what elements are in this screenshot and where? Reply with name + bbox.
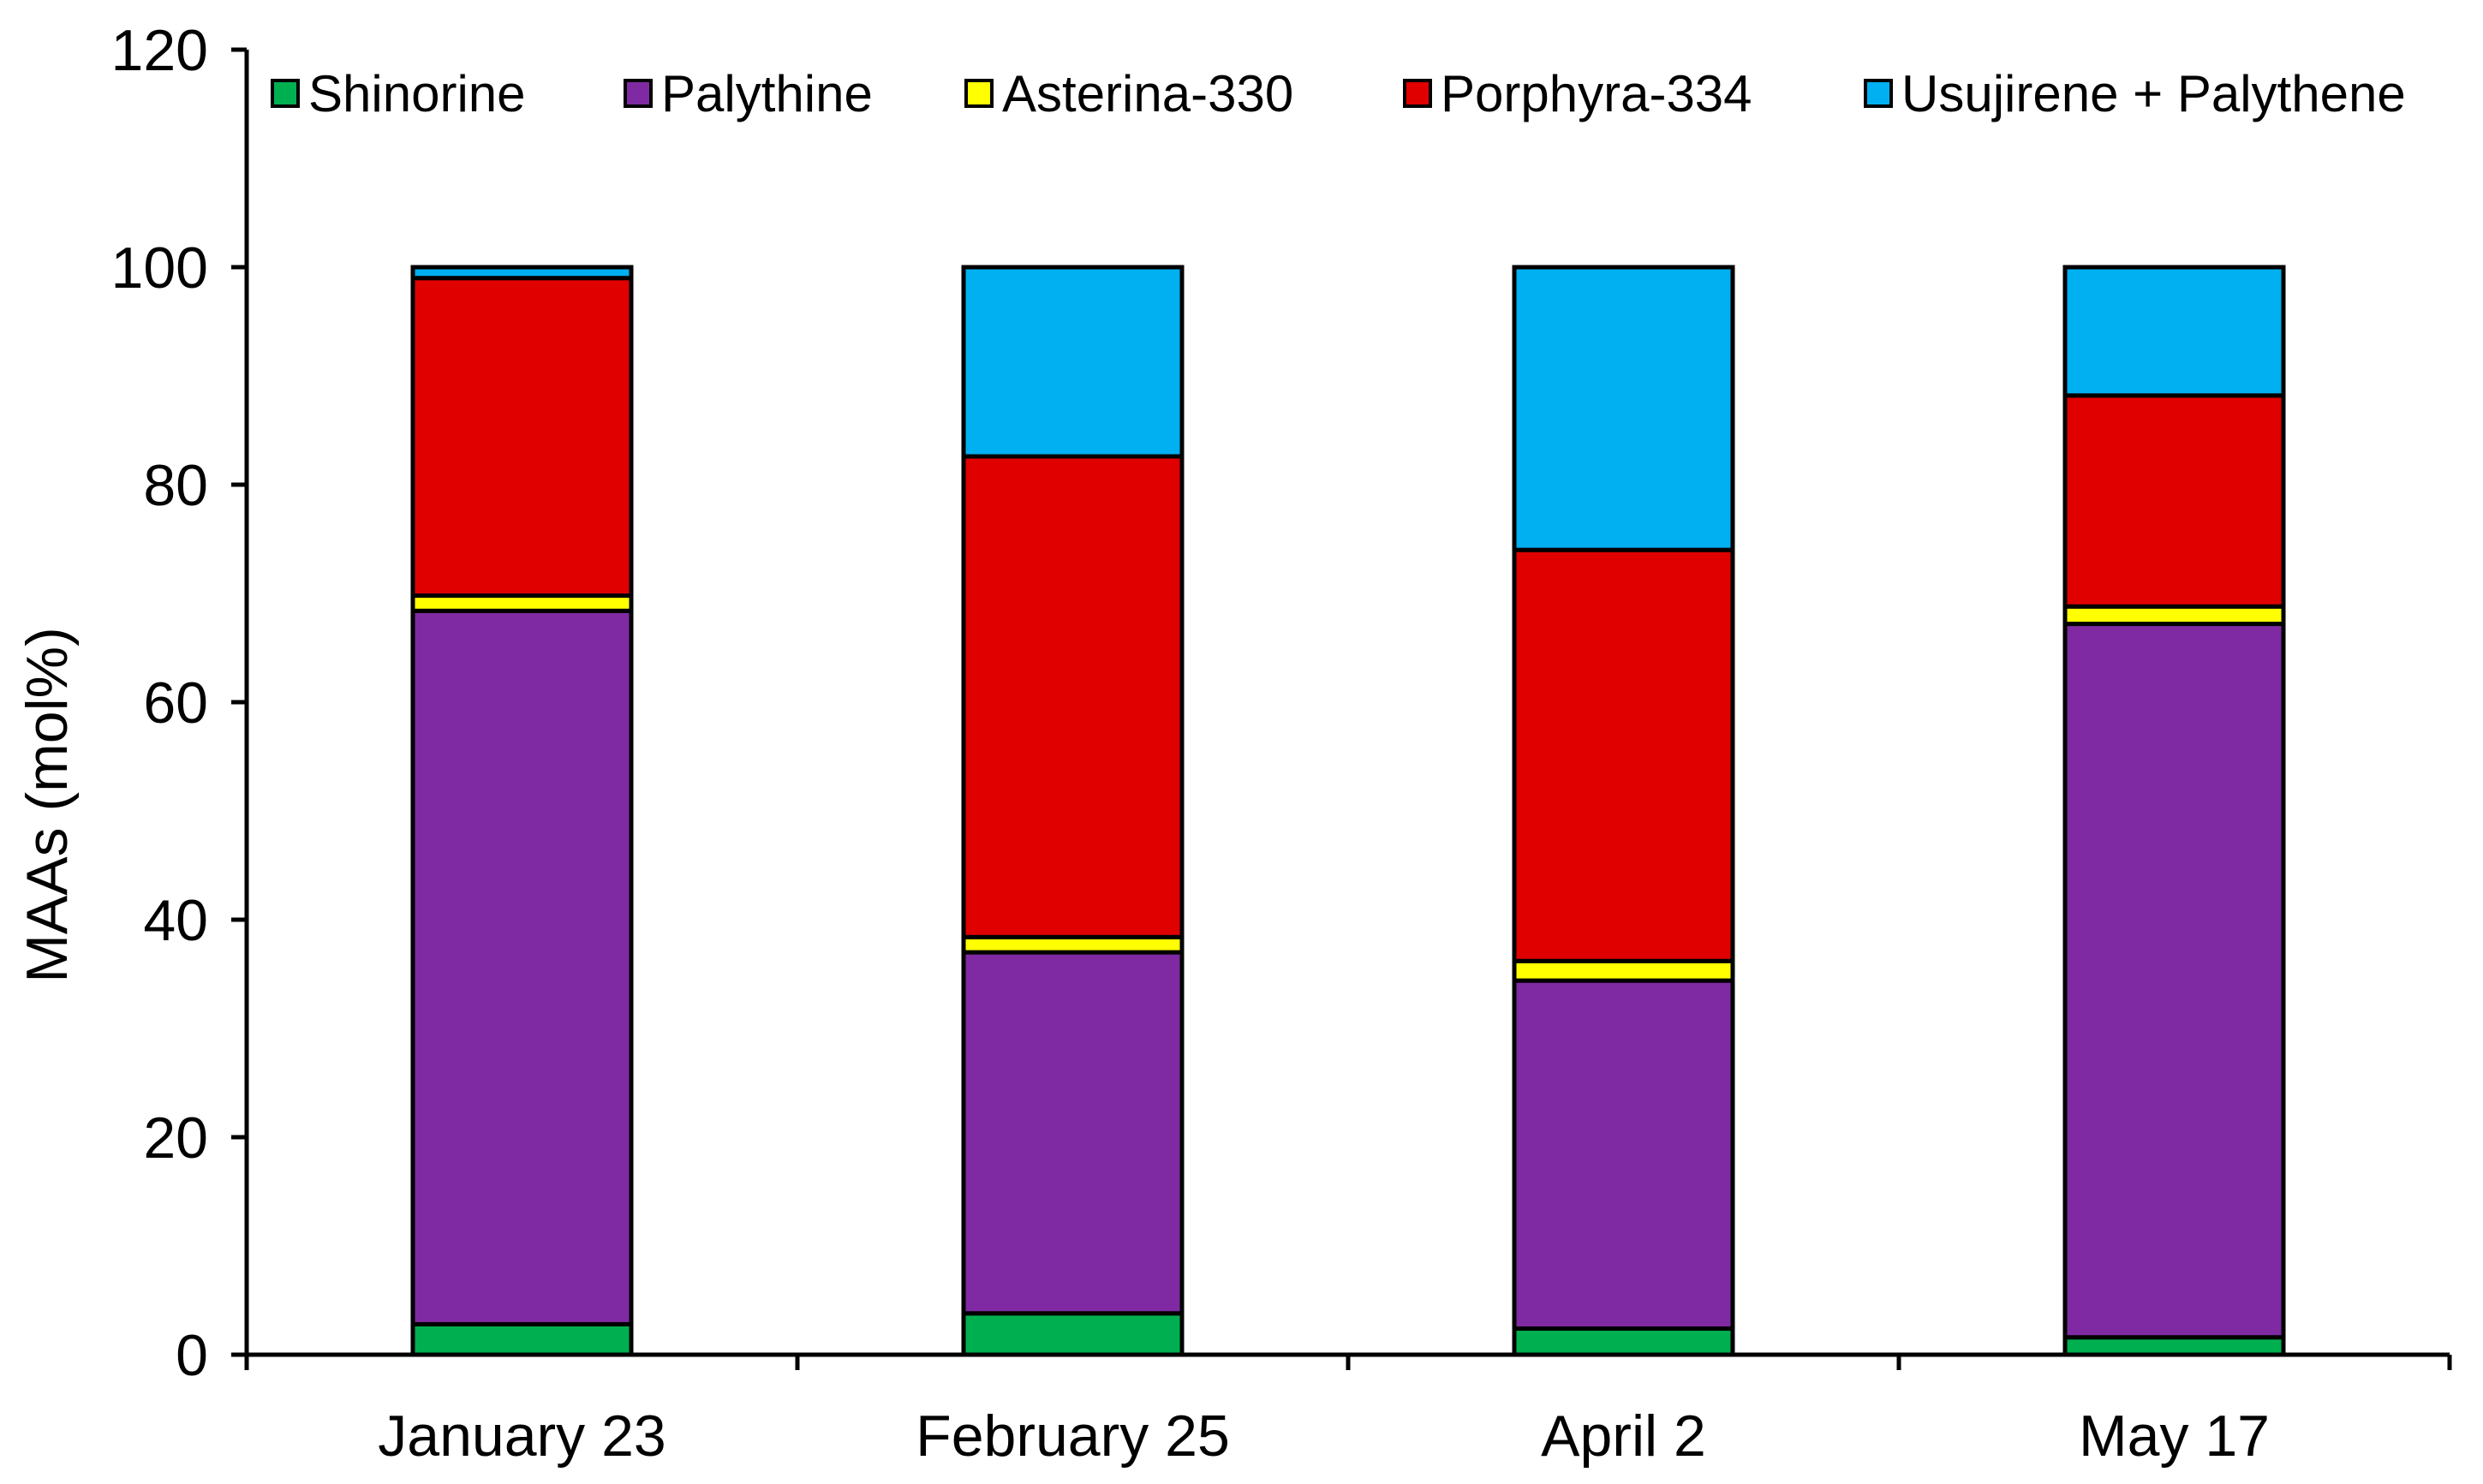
y-ticks: 0 20 40 60 80 100 120	[111, 18, 247, 1388]
bar-asterina-330-april-2	[1512, 958, 1735, 983]
bar-asterina-330-january-23	[410, 593, 634, 613]
y-tick-label: 120	[111, 18, 208, 83]
bar-usujirene-palythene-may-17	[2062, 265, 2286, 398]
bar-shinorine-april-2	[1512, 1326, 1735, 1357]
legend-swatch-usujirene-palythene	[1864, 79, 1893, 108]
legend-label-palythine: Palythine	[661, 65, 873, 122]
bar-porphyra-334-january-23	[410, 276, 634, 599]
bar-asterina-330-february-25	[961, 934, 1185, 955]
bar-porphyra-334-february-25	[961, 454, 1185, 939]
y-tick-label: 0	[176, 1323, 208, 1388]
x-tick-label: May 17	[2079, 1404, 2270, 1469]
y-tick-label: 80	[143, 453, 208, 518]
y-axis-title: MAAs (mol%)	[15, 627, 80, 983]
bar-palythine-may-17	[2062, 622, 2286, 1340]
x-tick-label: April 2	[1541, 1404, 1706, 1469]
legend-swatch-palythine	[624, 79, 653, 108]
legend-label-shinorine: Shinorine	[308, 65, 526, 122]
legend: Shinorine Palythine Asterina-330 Porphyra-3…	[271, 65, 2406, 122]
bar-palythine-february-25	[961, 950, 1185, 1316]
legend-label-porphyra-334: Porphyra-334	[1441, 65, 1752, 122]
bar-asterina-330-may-17	[2062, 604, 2286, 627]
bar-shinorine-may-17	[2062, 1335, 2286, 1357]
legend-label-usujirene-palythene: Usujirene + Palythene	[1901, 65, 2406, 122]
bar-palythine-january-23	[410, 608, 634, 1326]
x-tick-label: January 23	[378, 1404, 666, 1469]
bar-usujirene-palythene-april-2	[1512, 265, 1735, 552]
category-labels: January 23 February 25 April 2 May 17	[378, 1404, 2270, 1469]
bars	[410, 265, 2286, 1357]
bar-porphyra-334-april-2	[1512, 547, 1735, 963]
y-tick-label: 100	[111, 235, 208, 301]
y-axis-title-group: MAAs (mol%)	[15, 627, 80, 983]
x-tick-label: February 25	[916, 1404, 1230, 1469]
y-tick-label: 40	[143, 888, 208, 953]
bar-porphyra-334-may-17	[2062, 393, 2286, 609]
legend-swatch-porphyra-334	[1403, 79, 1432, 108]
legend-swatch-asterina-330	[964, 79, 994, 108]
bar-usujirene-palythene-february-25	[961, 265, 1185, 459]
y-tick-label: 20	[143, 1106, 208, 1171]
bar-usujirene-palythene-january-23	[410, 265, 634, 281]
legend-label-asterina-330: Asterina-330	[1002, 65, 1293, 122]
bar-shinorine-february-25	[961, 1311, 1185, 1357]
bar-palythine-april-2	[1512, 978, 1735, 1332]
bar-shinorine-january-23	[410, 1321, 634, 1357]
legend-swatch-shinorine	[271, 79, 300, 108]
y-tick-label: 60	[143, 670, 208, 736]
